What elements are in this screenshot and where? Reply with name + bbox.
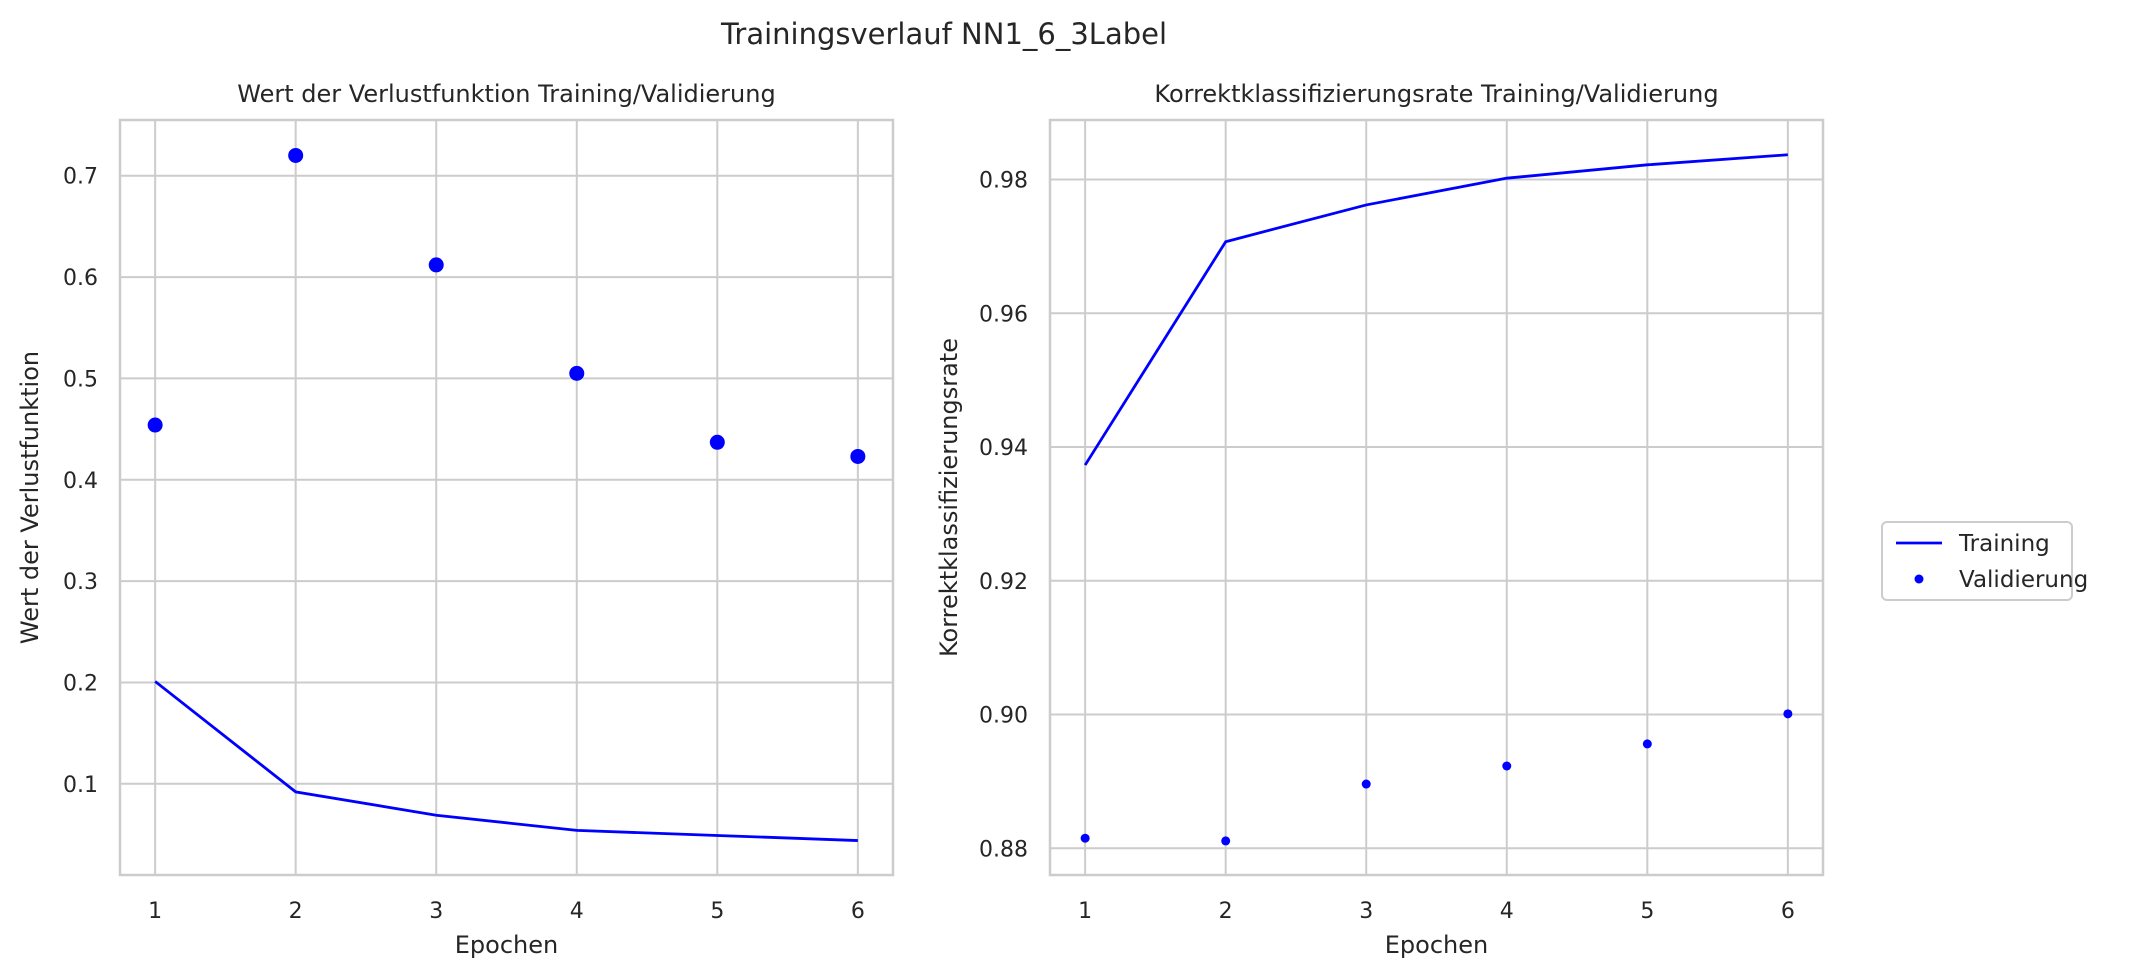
y-tick-label: 0.7 (63, 165, 98, 190)
validation-point (1221, 836, 1231, 846)
validation-point (1642, 739, 1652, 749)
y-tick-label: 0.92 (979, 570, 1028, 595)
x-tick-label: 2 (1219, 899, 1233, 924)
training-series-line (154, 680, 858, 842)
y-axis-label: Korrektklassifizierungsrate (935, 338, 963, 657)
validation-point (428, 257, 444, 273)
validation-point (569, 365, 585, 381)
legend-label: Training (1958, 531, 2050, 557)
x-tick-label: 3 (429, 899, 443, 924)
validation-point (850, 448, 866, 464)
axes-frame (1048, 118, 1825, 877)
x-tick-label: 1 (1078, 899, 1092, 924)
validation-point (1502, 761, 1512, 771)
training-series-line (1083, 153, 1788, 466)
y-tick-label: 0.6 (63, 266, 98, 291)
y-tick-label: 0.2 (63, 671, 98, 696)
legend-label: Validierung (1959, 567, 2088, 593)
y-tick-label: 0.1 (63, 773, 98, 798)
y-tick-label: 0.88 (979, 837, 1028, 862)
y-tick-label: 0.3 (63, 570, 98, 595)
accuracy-subplot: 1 2 3 4 5 6 0.88 0.90 0.92 0.94 0.96 0.98 Korrektkla… (935, 80, 1825, 959)
legend-box (1881, 521, 2073, 601)
y-axis-label: Wert der Verlustfunktion (16, 351, 44, 644)
x-tick-label: 2 (289, 899, 303, 924)
y-tick-label: 0.5 (63, 367, 98, 392)
legend-dot-swatch (1914, 574, 1924, 584)
x-tick-label: 3 (1359, 899, 1373, 924)
x-axis-label: Epochen (1385, 931, 1488, 959)
legend: Training Validierung (1881, 521, 2088, 601)
x-tick-label: 5 (710, 899, 724, 924)
x-tick-label: 6 (1781, 899, 1795, 924)
y-tick-label: 0.98 (979, 169, 1028, 194)
axes-frame (118, 118, 895, 877)
x-tick-label: 6 (851, 899, 865, 924)
subplot-title: Wert der Verlustfunktion Training/Validi… (237, 80, 775, 108)
validation-point (1361, 779, 1371, 789)
y-tick-label: 0.94 (979, 436, 1028, 461)
loss-subplot: 1 2 3 4 5 6 0.1 0.2 0.3 0.4 0.5 0.6 0.7 Wert der Verl… (16, 80, 895, 959)
x-tick-label: 1 (148, 899, 162, 924)
validation-point (147, 417, 163, 433)
figure-title: Trainingsverlauf NN1_6_3Label (720, 17, 1167, 51)
validation-point (1783, 709, 1793, 719)
y-tick-label: 0.96 (979, 302, 1028, 327)
x-tick-label: 4 (1500, 899, 1514, 924)
x-axis-label: Epochen (455, 931, 558, 959)
x-tick-label: 5 (1640, 899, 1654, 924)
y-tick-label: 0.4 (63, 469, 98, 494)
subplot-title: Korrektklassifizierungsrate Training/Val… (1154, 80, 1718, 108)
x-tick-label: 4 (570, 899, 584, 924)
y-tick-label: 0.90 (979, 704, 1028, 729)
validation-point (288, 147, 304, 163)
validation-point (709, 434, 725, 450)
validation-point (1080, 833, 1090, 843)
